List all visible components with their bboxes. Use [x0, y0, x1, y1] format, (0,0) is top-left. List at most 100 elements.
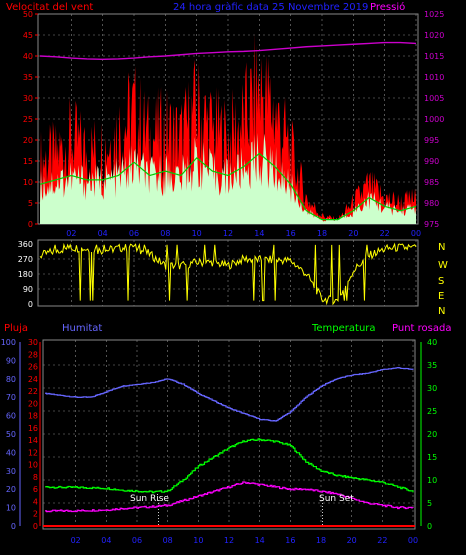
direction-tick-label: 0: [28, 300, 33, 309]
rain-tick-label: 40: [6, 448, 16, 457]
lower-panel-axes: 0102030405060708090100024681012141618202…: [1, 338, 437, 531]
rain-label: Pluja: [4, 323, 28, 334]
lower-x-tick-label: 08: [163, 536, 173, 545]
compass-labels: N W S E N: [438, 242, 448, 317]
rain-tick-label: 80: [6, 375, 16, 384]
temperature-tick-label: 10: [427, 476, 437, 485]
wind-tick-label: 25: [23, 115, 33, 124]
wind-x-tick-label: 22: [380, 229, 390, 238]
pressure-tick-label: 1015: [424, 52, 444, 61]
lower-x-tick-label: 04: [101, 536, 111, 545]
compass-label-w: W: [438, 260, 448, 271]
dewpoint-label: Punt rosada: [392, 323, 451, 334]
lower-panel-data: [43, 367, 415, 527]
humidity-tick-label: 6: [33, 485, 38, 494]
wind-x-tick-label: 16: [286, 229, 296, 238]
wind-x-tick-label: 02: [66, 229, 76, 238]
humidity-label: Humitat: [62, 323, 102, 334]
lower-x-tick-label: 20: [347, 536, 357, 545]
rain-tick-label: 30: [6, 467, 16, 476]
lower-x-tick-label: 16: [285, 536, 295, 545]
pressure-tick-label: 980: [424, 199, 439, 208]
pressure-axis: 975 980 985 990 995 1000 1005 1010 1015 1020 1025: [424, 10, 444, 229]
wind-x-tick-label: 20: [348, 229, 358, 238]
humidity-tick-label: 18: [28, 412, 38, 421]
wind-speed-label: Velocitat del vent: [6, 2, 93, 13]
wind-avg-area: [40, 132, 416, 224]
temperature-tick-label: 0: [427, 522, 432, 531]
pressure-tick-label: 990: [424, 157, 439, 166]
humidity-tick-label: 20: [28, 399, 38, 408]
humidity-tick-label: 0: [33, 522, 38, 531]
wind-tick-label: 0: [28, 220, 33, 229]
rain-tick-label: 0: [11, 522, 16, 531]
lower-x-tick-label: 00: [408, 536, 418, 545]
pressure-tick-label: 1000: [424, 115, 444, 124]
lower-panel-grid: [43, 340, 415, 529]
pressure-label: Pressió: [370, 1, 405, 13]
wind-tick-label: 50: [23, 10, 33, 19]
wind-x-tick-label: 08: [160, 229, 170, 238]
pressure-tick-label: 1010: [424, 73, 444, 82]
direction-panel-data: [39, 242, 417, 306]
humidity-tick-label: 4: [33, 497, 38, 506]
lower-x-tick-label: 12: [224, 536, 234, 545]
humidity-tick-label: 14: [28, 436, 38, 445]
pressure-tick-label: 995: [424, 136, 439, 145]
wind-tick-label: 15: [23, 157, 33, 166]
rain-tick-label: 100: [1, 338, 16, 347]
lower-x-tick-label: 14: [255, 536, 265, 545]
direction-line: [39, 242, 417, 306]
wind-x-tick-label: 04: [98, 229, 108, 238]
wind-avg-line: [39, 152, 417, 221]
lower-panel-x-axis: 02 04 06 08 10 12 14 16 18 20 22 00: [71, 536, 419, 545]
direction-tick-label: 270: [18, 255, 33, 264]
humidity-tick-label: 12: [28, 448, 38, 457]
temperature-tick-label: 5: [427, 499, 432, 508]
rain-tick-label: 60: [6, 412, 16, 421]
humidity-tick-label: 2: [33, 510, 38, 519]
compass-label-n-bottom: N: [438, 306, 445, 317]
rain-tick-label: 50: [6, 430, 16, 439]
rain-tick-label: 20: [6, 485, 16, 494]
compass-label-e: E: [438, 291, 444, 302]
wind-x-tick-label: 00: [411, 229, 421, 238]
wind-tick-label: 30: [23, 94, 33, 103]
sunset-annotation: Sun Set: [319, 494, 354, 504]
temperature-tick-label: 30: [427, 384, 437, 393]
compass-label-s: S: [438, 276, 444, 287]
compass-label-n-top: N: [438, 242, 445, 253]
sunrise-annotation: Sun Rise: [130, 494, 169, 504]
temperature-tick-label: 25: [427, 407, 437, 416]
pressure-tick-label: 1025: [424, 10, 444, 19]
wind-x-tick-label: 14: [254, 229, 264, 238]
chart-title: 24 hora gràfic data 25 Novembre 2019: [173, 1, 368, 13]
humidity-tick-label: 26: [28, 363, 38, 372]
temperature-line: [45, 438, 414, 494]
wind-panel-data: [39, 33, 417, 224]
temperature-tick-label: 20: [427, 430, 437, 439]
humidity-tick-label: 8: [33, 473, 38, 482]
rain-tick-label: 90: [6, 356, 16, 365]
temperature-label: Temperatura: [311, 323, 376, 334]
dewpoint-line: [45, 481, 414, 513]
wind-tick-label: 35: [23, 73, 33, 82]
lower-x-tick-label: 22: [377, 536, 387, 545]
wind-tick-label: 10: [23, 178, 33, 187]
temperature-tick-label: 40: [427, 338, 437, 347]
lower-x-tick-label: 02: [71, 536, 81, 545]
pressure-tick-label: 1005: [424, 94, 444, 103]
wind-x-tick-label: 12: [223, 229, 233, 238]
pressure-line: [39, 41, 417, 61]
lower-x-tick-label: 06: [132, 536, 142, 545]
lower-x-tick-label: 10: [193, 536, 203, 545]
wind-tick-label: 40: [23, 52, 33, 61]
humidity-tick-label: 28: [28, 350, 38, 359]
humidity-line: [45, 367, 414, 422]
humidity-tick-label: 10: [28, 461, 38, 470]
wind-x-tick-label: 18: [317, 229, 327, 238]
direction-tick-label: 180: [18, 270, 33, 279]
humidity-tick-label: 24: [28, 375, 38, 384]
direction-tick-label: 90: [23, 285, 33, 294]
